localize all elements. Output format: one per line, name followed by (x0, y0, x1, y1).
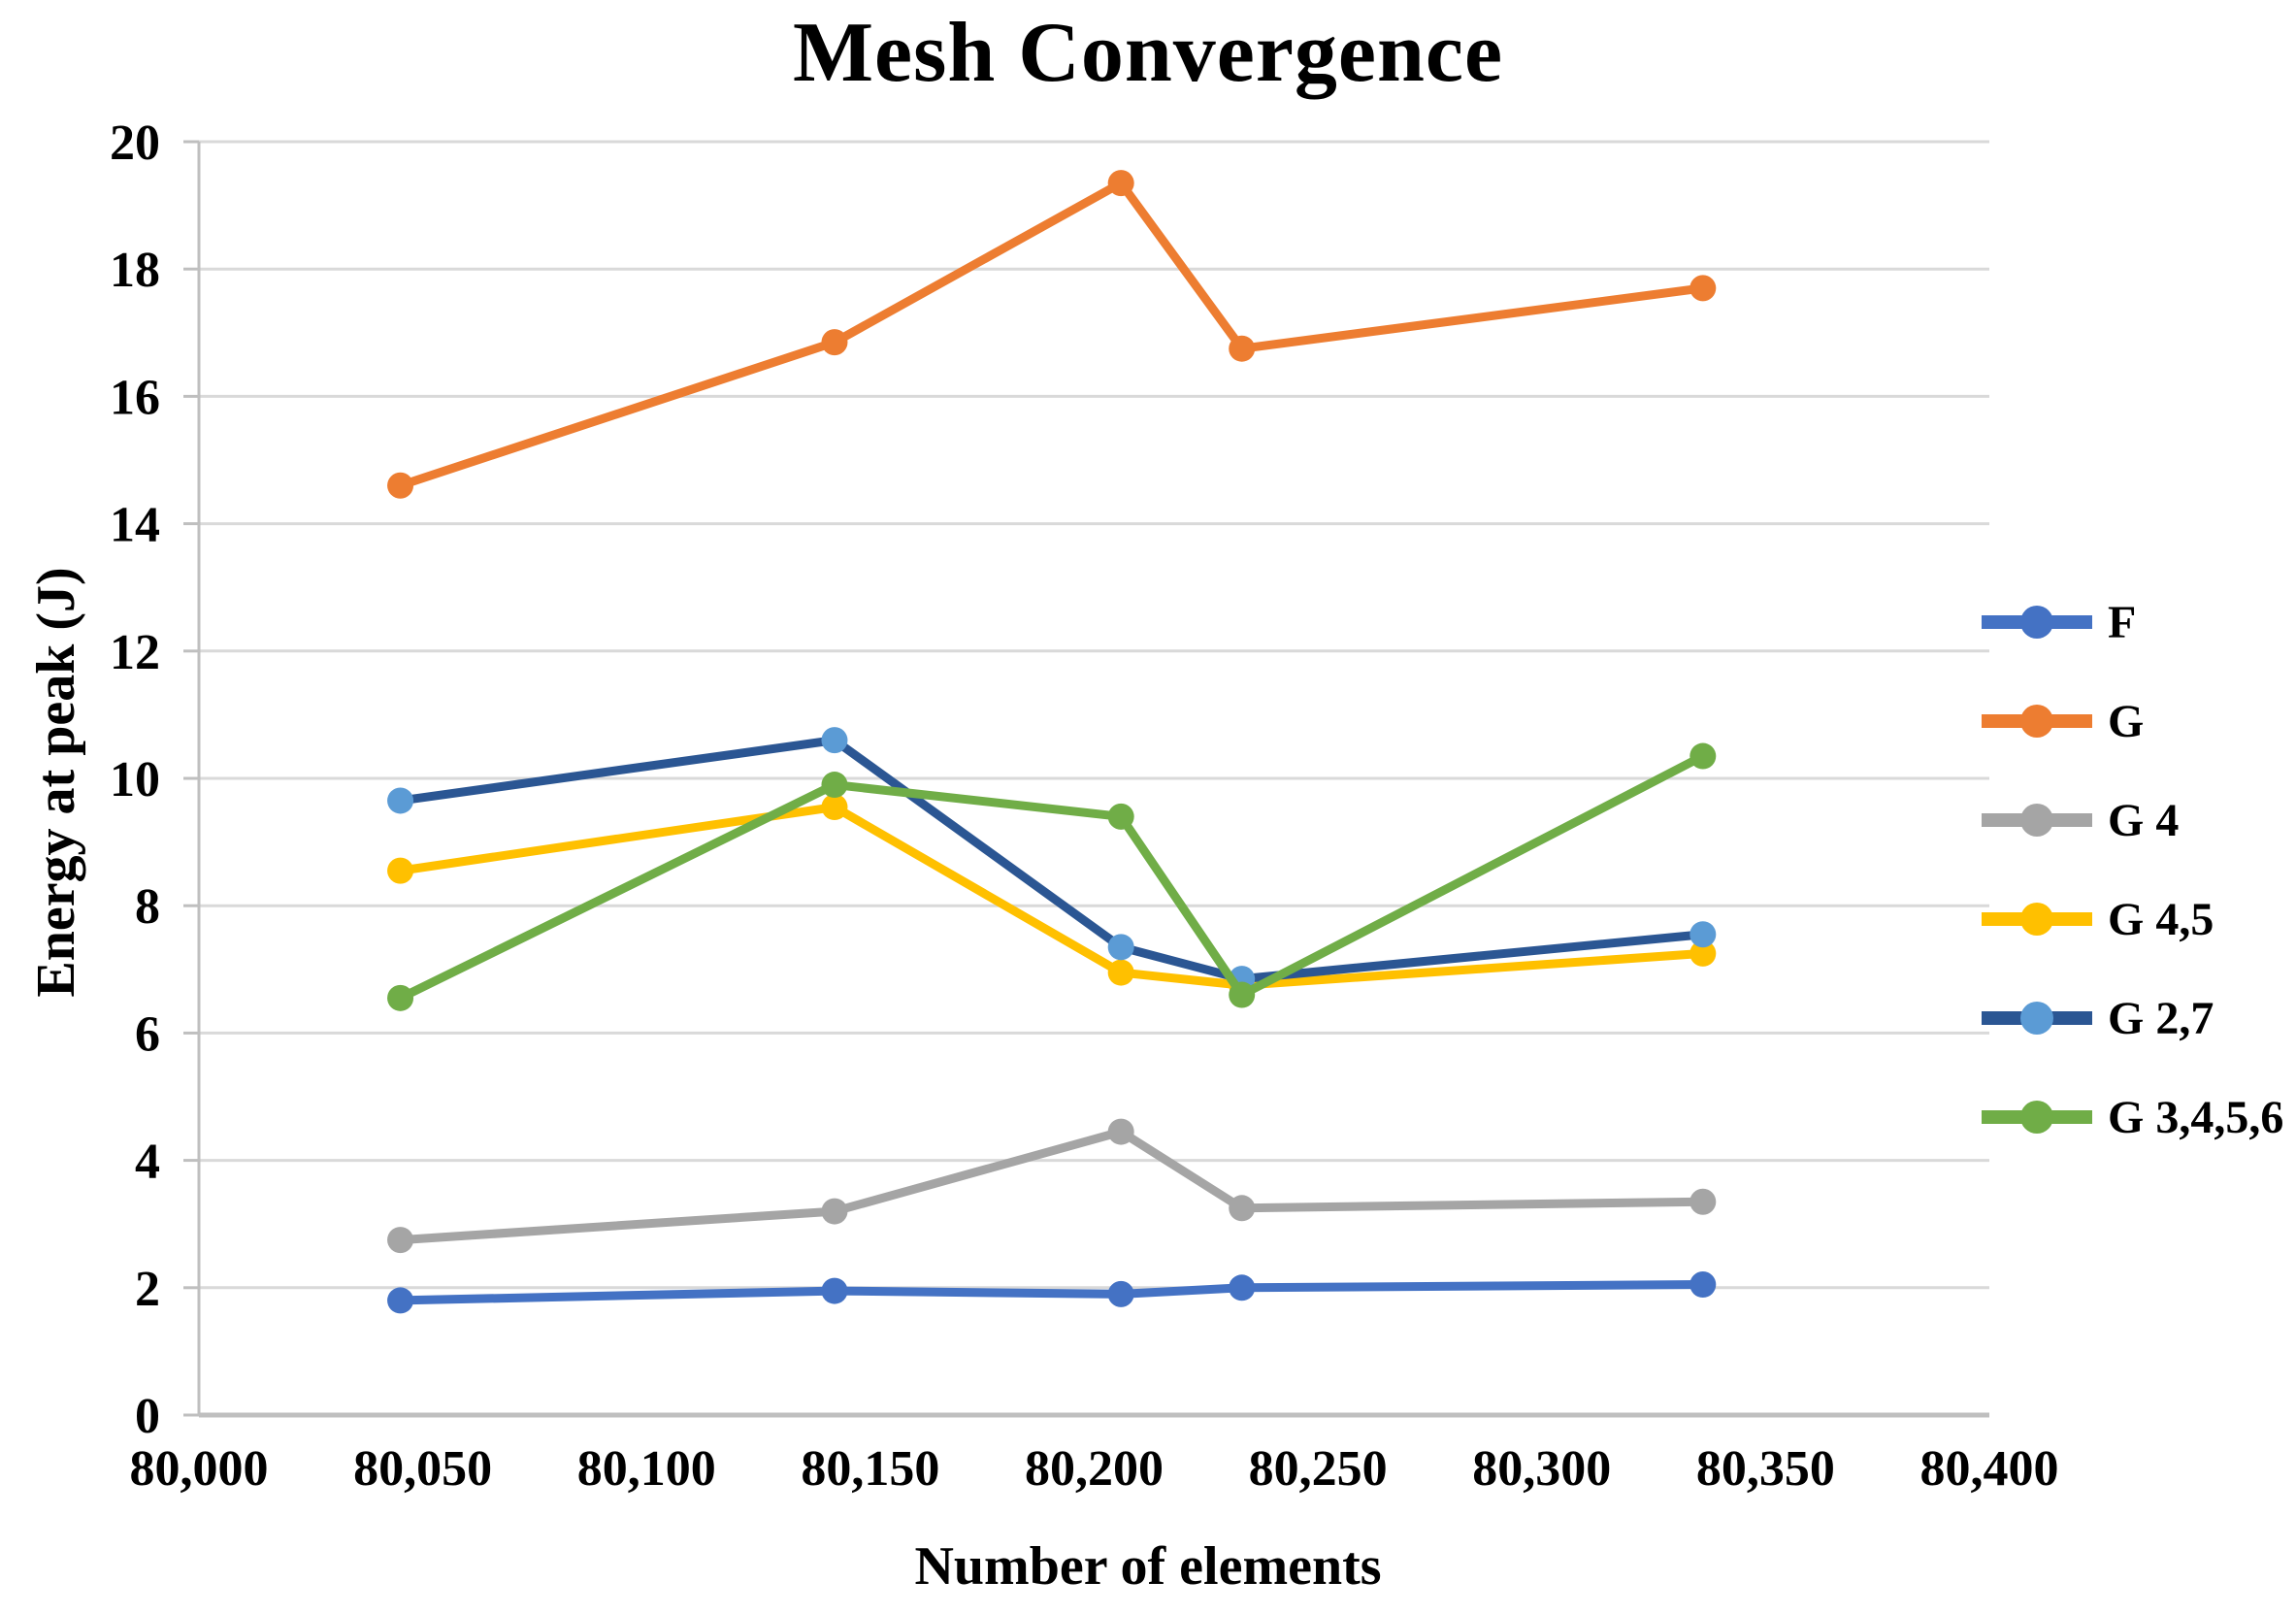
series-G-4 (387, 1118, 1717, 1254)
y-tick-label: 12 (110, 625, 160, 680)
legend-item-G-2-7: G 2,7 (1980, 969, 2283, 1068)
data-point (387, 984, 414, 1011)
data-point (387, 1227, 414, 1254)
y-tick-label: 4 (135, 1135, 160, 1190)
legend-item-G-3-4-5-6: G 3,4,5,6 (1980, 1068, 2283, 1167)
data-point (387, 787, 414, 814)
x-tick-label: 80,250 (1249, 1441, 1388, 1497)
y-tick-label: 14 (110, 498, 160, 553)
legend-swatch (1982, 903, 2092, 936)
data-point (1107, 959, 1134, 986)
y-tick-label: 16 (110, 370, 160, 425)
series-G (387, 170, 1717, 499)
data-point (821, 329, 848, 356)
x-tick-label: 80,300 (1472, 1441, 1611, 1497)
data-point (1107, 803, 1134, 830)
y-tick-label: 18 (110, 243, 160, 298)
legend-label: G 2,7 (2108, 992, 2214, 1044)
y-axis: 0 2 4 6 8 10 12 14 16 18 20 (110, 115, 201, 1444)
data-point (387, 1287, 414, 1314)
data-point (1689, 742, 1717, 770)
chart-title: Mesh Convergence (792, 6, 1504, 100)
y-tick-label: 0 (135, 1389, 160, 1444)
x-tick-label: 80,400 (1920, 1441, 2059, 1497)
x-tick-label: 80,100 (577, 1441, 716, 1497)
gridlines (199, 140, 1989, 1290)
data-point (1229, 1195, 1256, 1222)
y-tick-label: 10 (110, 752, 160, 807)
legend-swatch (1982, 606, 2092, 639)
x-tick-label: 80,200 (1025, 1441, 1164, 1497)
series-G-3-4-5-6 (387, 742, 1717, 1011)
legend-item-G-4: G 4 (1980, 771, 2283, 870)
y-tick-label: 2 (135, 1262, 160, 1317)
data-point (1689, 1188, 1717, 1215)
data-point (1689, 921, 1717, 948)
data-point (821, 1277, 848, 1304)
y-tick-label: 6 (135, 1006, 160, 1062)
legend-item-F: F (1980, 573, 2283, 672)
series-G-2-7 (387, 727, 1717, 993)
data-point (1107, 170, 1134, 197)
data-point (1229, 981, 1256, 1008)
y-tick-label: 8 (135, 879, 160, 935)
data-point (821, 1198, 848, 1225)
legend-label: F (2108, 596, 2137, 648)
legend-label: G 3,4,5,6 (2108, 1091, 2284, 1143)
data-point (1229, 1274, 1256, 1301)
legend-swatch (1982, 1002, 2092, 1035)
legend-item-G: G (1980, 672, 2283, 771)
data-point (821, 727, 848, 754)
data-point (1689, 275, 1717, 302)
data-point (1229, 335, 1256, 362)
x-tick-label: 80,050 (353, 1441, 492, 1497)
data-point (821, 794, 848, 821)
x-tick-label: 80,150 (801, 1441, 939, 1497)
data-point (1689, 939, 1717, 967)
legend-swatch (1982, 1101, 2092, 1134)
x-axis: 80,000 80,050 80,100 80,150 80,200 80,250 80,3… (130, 1412, 2059, 1497)
x-tick-label: 80,000 (130, 1441, 269, 1497)
data-point (387, 472, 414, 499)
data-point (387, 857, 414, 884)
data-point (1689, 1271, 1717, 1299)
legend-label: G 4 (2108, 794, 2180, 846)
data-point (821, 772, 848, 799)
series-F (387, 1271, 1717, 1314)
legend-swatch (1982, 804, 2092, 837)
data-point (1107, 1280, 1134, 1307)
legend-label: G 4,5 (2108, 893, 2214, 945)
data-point (1107, 1118, 1134, 1145)
y-tick-label: 20 (110, 115, 160, 171)
legend-label: G (2108, 695, 2145, 747)
data-point (1107, 934, 1134, 961)
legend-swatch (1982, 705, 2092, 738)
legend-item-G-4-5: G 4,5 (1980, 870, 2283, 969)
x-tick-label: 80,350 (1696, 1441, 1835, 1497)
x-axis-title: Number of elements (914, 1536, 1382, 1597)
